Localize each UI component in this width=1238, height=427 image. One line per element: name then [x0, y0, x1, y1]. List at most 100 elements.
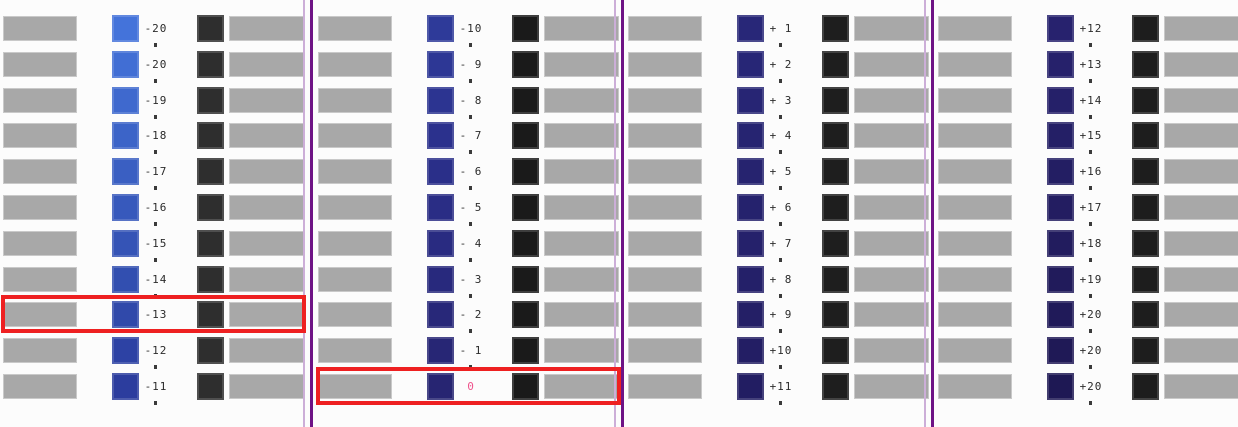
row-separator-dot-icon	[1089, 293, 1092, 298]
calibration-row: -13	[0, 301, 304, 334]
column-separator-1	[303, 0, 317, 427]
black-swatch	[512, 373, 539, 400]
separator-thin-line	[614, 0, 616, 427]
row-separator-dot-icon	[154, 150, 157, 155]
row-separator-dot-icon	[779, 257, 782, 262]
separator-thin-line	[924, 0, 926, 427]
blue-swatch	[1047, 194, 1074, 221]
gray-patch-left	[318, 195, 392, 220]
adjustment-value-label: -11	[144, 380, 168, 393]
gray-patch-right	[544, 302, 619, 328]
adjustment-value-label: -20	[144, 22, 168, 35]
adjustment-value-label: - 8	[459, 93, 483, 107]
calibration-row: - 4	[315, 229, 619, 262]
calibration-row: -11	[0, 373, 304, 405]
blue-swatch	[427, 122, 454, 150]
calibration-column-2: -10 - 9 - 8 - 7	[315, 0, 619, 427]
row-separator-dot-icon	[1089, 222, 1092, 226]
row-separator-dot-icon	[154, 114, 157, 119]
blue-swatch	[427, 158, 454, 186]
row-separator-dot-icon	[154, 293, 157, 298]
gray-patch-right	[854, 195, 929, 220]
blue-swatch	[112, 15, 139, 42]
black-swatch	[822, 265, 849, 293]
calibration-row: - 6	[315, 158, 619, 191]
black-swatch	[1132, 50, 1159, 78]
gray-patch-left	[628, 87, 702, 113]
blue-swatch	[427, 15, 454, 42]
separator-thick-line	[931, 0, 934, 427]
blue-swatch	[737, 301, 764, 329]
adjustment-value-label: -12	[144, 344, 168, 358]
black-swatch	[1132, 265, 1159, 293]
row-separator-dot-icon	[779, 186, 782, 191]
blue-swatch	[737, 122, 764, 150]
calibration-row: +16	[935, 158, 1238, 191]
adjustment-value-label: -20	[144, 57, 168, 71]
adjustment-value-label: -19	[144, 93, 168, 107]
adjustment-value-label: +20	[1079, 344, 1103, 358]
row-separator-dot-icon	[469, 365, 472, 370]
gray-patch-left	[3, 230, 77, 256]
adjustment-value-label: +20	[1079, 308, 1103, 322]
gray-patch-right	[854, 230, 929, 256]
blue-swatch	[1047, 158, 1074, 186]
gray-patch-right	[854, 374, 929, 399]
blue-swatch	[737, 337, 764, 365]
black-swatch	[512, 265, 539, 293]
gray-patch-right	[229, 159, 304, 185]
row-separator-dot-icon	[154, 329, 157, 334]
blue-swatch	[737, 194, 764, 221]
gray-patch-left	[3, 374, 77, 399]
gray-patch-right	[229, 87, 304, 113]
calibration-row: -10	[315, 15, 619, 47]
separator-thick-line	[310, 0, 313, 427]
gray-patch-left	[318, 51, 392, 77]
gray-patch-left	[938, 51, 1012, 77]
calibration-row: -18	[0, 122, 304, 155]
row-separator-dot-icon	[154, 365, 157, 370]
row-separator-dot-icon	[154, 186, 157, 191]
adjustment-value-label: - 6	[459, 165, 483, 179]
blue-swatch	[112, 158, 139, 186]
blue-swatch	[427, 229, 454, 257]
gray-patch-right	[1164, 16, 1238, 41]
blue-swatch	[737, 229, 764, 257]
gray-patch-right	[1164, 123, 1238, 149]
adjustment-value-label: + 6	[769, 201, 793, 214]
row-separator-dot-icon	[469, 78, 472, 83]
black-swatch	[512, 158, 539, 186]
blue-swatch	[427, 301, 454, 329]
gray-patch-left	[3, 87, 77, 113]
calibration-row: - 2	[315, 301, 619, 334]
calibration-row: +11	[625, 373, 929, 405]
gray-patch-left	[3, 16, 77, 41]
gray-patch-left	[318, 266, 392, 292]
blue-swatch	[1047, 337, 1074, 365]
gray-patch-right	[544, 374, 619, 399]
calibration-row: - 7	[315, 122, 619, 155]
blue-swatch	[427, 265, 454, 293]
black-swatch	[197, 301, 224, 329]
calibration-row: 0	[315, 373, 619, 405]
gray-patch-left	[3, 51, 77, 77]
gray-patch-right	[544, 51, 619, 77]
blue-swatch	[427, 337, 454, 365]
row-separator-dot-icon	[1089, 257, 1092, 262]
blue-swatch	[427, 194, 454, 221]
row-separator-dot-icon	[469, 186, 472, 191]
row-separator-dot-icon	[1089, 43, 1092, 47]
gray-patch-left	[318, 16, 392, 41]
black-swatch	[512, 301, 539, 329]
blue-swatch	[112, 229, 139, 257]
adjustment-value-label: +10	[769, 344, 793, 358]
blue-swatch	[1047, 373, 1074, 400]
black-swatch	[197, 50, 224, 78]
row-separator-dot-icon	[469, 43, 472, 47]
blue-swatch	[112, 86, 139, 114]
black-swatch	[512, 86, 539, 114]
blue-swatch	[1047, 86, 1074, 114]
column-separator-3	[924, 0, 938, 427]
blue-swatch	[1047, 50, 1074, 78]
gray-patch-right	[229, 338, 304, 364]
